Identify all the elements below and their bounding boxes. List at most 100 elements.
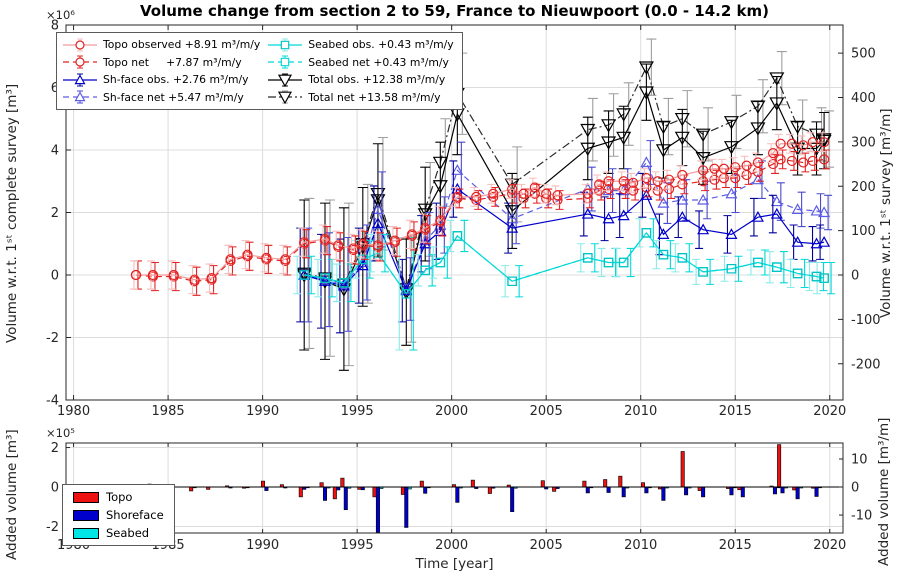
bar-topo: [777, 444, 782, 488]
bar-topo: [260, 480, 265, 488]
tick-label: 4: [51, 144, 59, 159]
bar-shoreface: [621, 486, 626, 498]
line-seabed_obs: [304, 231, 825, 295]
legend-entry-topo_observed: Topo observed +8.91 m³/m/y: [61, 37, 260, 53]
tick-label: 2: [51, 206, 59, 221]
tick-label: 100: [851, 224, 876, 239]
bottom-legend: Topo Shoreface Seabed: [62, 484, 175, 546]
bar-topo: [618, 475, 623, 488]
bar-shoreface: [780, 486, 785, 494]
bar-topo: [332, 486, 337, 500]
legend-sample-topo_observed: [63, 38, 97, 52]
marker-topo_observed: [488, 188, 499, 199]
tick-label: 1995: [341, 404, 374, 419]
legend-sample-topo_net: [63, 55, 97, 69]
bar-shoreface: [772, 486, 777, 495]
bar-shoreface: [322, 486, 327, 501]
bar-topo: [319, 482, 324, 488]
plot-title: Volume change from section 2 to 59, Fran…: [140, 2, 769, 20]
marker-topo_observed: [147, 269, 159, 281]
bar-topo: [552, 486, 557, 492]
tick-label: 2020: [813, 404, 846, 419]
bar-shoreface: [644, 486, 649, 494]
marker-topo_observed: [206, 273, 217, 284]
tick-label: 2005: [530, 538, 563, 553]
marker-topo_net: [488, 191, 499, 202]
marker-topo_net: [786, 155, 798, 167]
tick-label: 2: [51, 441, 59, 456]
marker-topo_observed: [299, 237, 310, 248]
legend-label: Topo: [106, 490, 133, 504]
marker-topo_observed: [718, 163, 729, 174]
legend-swatch: [73, 527, 99, 539]
marker-topo_observed: [798, 140, 809, 151]
bar-groups: [66, 444, 843, 533]
legend-label: Seabed net +0.43 m³/m/y: [308, 55, 449, 69]
tick-label: -100: [851, 313, 881, 328]
legend-entry-total_obs: Total obs. +12.38 m³/m/y: [266, 72, 453, 88]
series-topo_net: [130, 149, 831, 296]
tick-label: 0: [851, 481, 859, 496]
tick-label: 300: [851, 135, 876, 150]
legend-entry-shoreface: Shoreface: [73, 508, 164, 522]
marker-topo_net: [709, 174, 720, 185]
tick-label: 2015: [719, 404, 752, 419]
marker-topo_observed: [582, 188, 593, 199]
marker-topo_net: [807, 155, 818, 167]
bar-topo: [697, 486, 702, 491]
bar-shoreface: [455, 486, 460, 503]
legend-entry-seabed: Seabed: [73, 526, 164, 540]
marker-topo_net: [529, 188, 540, 199]
tick-label: 0: [51, 269, 59, 284]
marker-topo_net: [618, 183, 629, 195]
x-axis-label: Time [year]: [415, 556, 494, 572]
marker-topo_observed: [652, 176, 663, 187]
legend-label: Total net +13.58 m³/m/y: [308, 90, 441, 104]
top-y-exponent-label: ×10⁶: [46, 8, 75, 22]
marker-topo_observed: [677, 169, 688, 181]
marker-topo_observed: [189, 274, 200, 285]
legend-label: Total obs. +12.38 m³/m/y: [308, 73, 446, 87]
tick-label: 1980: [57, 404, 90, 419]
bar-topo: [470, 479, 475, 488]
marker-topo_observed: [730, 162, 741, 173]
marker-topo_observed: [541, 188, 552, 199]
line-shface_obs: [304, 188, 825, 293]
marker-topo_observed: [168, 269, 179, 281]
bar-shoreface: [740, 486, 745, 498]
bar-shoreface: [343, 486, 348, 511]
marker-topo_observed: [807, 137, 818, 148]
marker-topo_net: [603, 183, 614, 195]
bar-shoreface: [585, 486, 590, 494]
marker-topo_observed: [618, 176, 629, 187]
marker-topo_observed: [786, 138, 798, 149]
errorbars-seabed_obs: [293, 218, 822, 351]
legend-entry-topo: Topo: [73, 490, 164, 504]
tick-label: 500: [851, 47, 876, 62]
marker-topo_observed: [775, 138, 786, 149]
series-topo_observed: [129, 132, 830, 295]
legend-label: Seabed: [106, 526, 150, 540]
bar-shoreface: [729, 486, 734, 496]
bar-shoreface: [404, 486, 409, 528]
marker-topo_observed: [818, 137, 830, 148]
marker-topo_observed: [435, 215, 446, 226]
tick-label: 1995: [341, 538, 374, 553]
marker-topo_observed: [603, 176, 614, 187]
marker-topo_observed: [348, 243, 359, 254]
tick-label: -4: [46, 394, 59, 409]
tick-label: 400: [851, 91, 876, 106]
marker-topo_observed: [389, 235, 401, 246]
errorbars-seabed_net: [307, 218, 836, 351]
bottom-y-exponent-label: ×10⁵: [46, 426, 75, 440]
legend-entry-shface_net: Sh-face net +5.47 m³/m/y: [61, 89, 260, 105]
legend-label: Topo net +7.87 m³/m/y: [103, 55, 242, 69]
legend-label: Sh-face obs. +2.76 m³/m/y: [103, 73, 249, 87]
marker-topo_observed: [471, 191, 482, 202]
bar-topo: [400, 486, 405, 495]
line-total_obs: [304, 90, 825, 295]
tick-label: -200: [851, 357, 881, 372]
marker-topo_observed: [452, 191, 463, 202]
bar-shoreface: [606, 486, 611, 493]
